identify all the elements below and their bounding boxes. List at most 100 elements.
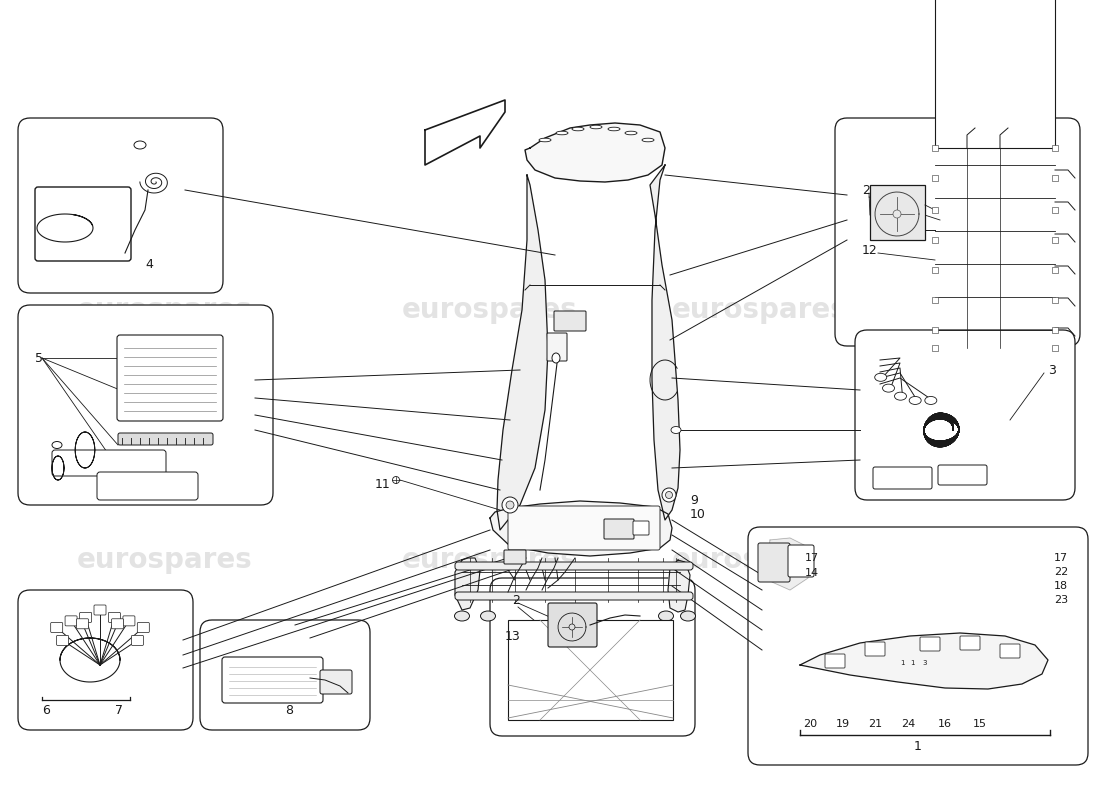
Text: 15: 15 (974, 719, 987, 729)
Text: 22: 22 (1054, 567, 1068, 577)
Ellipse shape (454, 611, 470, 621)
FancyBboxPatch shape (1052, 237, 1058, 243)
FancyBboxPatch shape (1052, 145, 1058, 151)
FancyBboxPatch shape (118, 433, 213, 445)
Ellipse shape (893, 210, 901, 218)
FancyBboxPatch shape (18, 590, 192, 730)
Text: 1: 1 (900, 660, 904, 666)
FancyBboxPatch shape (788, 545, 814, 577)
Text: eurospares: eurospares (77, 296, 253, 324)
FancyBboxPatch shape (960, 636, 980, 650)
Text: 14: 14 (805, 568, 820, 578)
FancyBboxPatch shape (835, 118, 1080, 346)
FancyBboxPatch shape (109, 612, 120, 622)
Ellipse shape (608, 127, 620, 130)
Text: eurospares: eurospares (403, 296, 578, 324)
FancyBboxPatch shape (932, 175, 938, 181)
Ellipse shape (572, 127, 584, 130)
FancyBboxPatch shape (490, 578, 695, 736)
Polygon shape (768, 538, 810, 590)
Ellipse shape (569, 624, 575, 630)
Polygon shape (800, 633, 1048, 689)
FancyBboxPatch shape (35, 187, 131, 261)
Ellipse shape (502, 497, 518, 513)
Text: 24: 24 (901, 719, 915, 729)
Polygon shape (650, 165, 680, 520)
Ellipse shape (481, 611, 495, 621)
Text: 5: 5 (35, 351, 43, 365)
FancyBboxPatch shape (504, 550, 526, 564)
Text: 7: 7 (116, 703, 123, 717)
Text: 9: 9 (690, 494, 697, 506)
FancyBboxPatch shape (79, 612, 91, 622)
Ellipse shape (662, 488, 676, 502)
FancyBboxPatch shape (932, 345, 938, 351)
Text: eurospares: eurospares (77, 546, 253, 574)
FancyBboxPatch shape (51, 622, 63, 633)
Polygon shape (497, 175, 548, 530)
Polygon shape (425, 100, 505, 165)
Ellipse shape (556, 131, 568, 134)
FancyBboxPatch shape (920, 637, 940, 651)
Text: 11: 11 (375, 478, 390, 490)
FancyBboxPatch shape (1000, 644, 1020, 658)
Ellipse shape (882, 384, 894, 392)
Text: 10: 10 (690, 509, 706, 522)
Text: 20: 20 (803, 719, 817, 729)
Text: 3: 3 (923, 660, 927, 666)
Text: 1: 1 (914, 741, 922, 754)
Polygon shape (668, 560, 690, 612)
Text: 13: 13 (505, 630, 520, 642)
FancyBboxPatch shape (855, 330, 1075, 500)
Polygon shape (455, 558, 480, 610)
FancyBboxPatch shape (932, 297, 938, 303)
FancyBboxPatch shape (455, 562, 693, 570)
FancyBboxPatch shape (97, 472, 198, 500)
FancyBboxPatch shape (938, 465, 987, 485)
Text: 21: 21 (868, 719, 882, 729)
FancyBboxPatch shape (508, 506, 660, 550)
Ellipse shape (552, 353, 560, 363)
FancyBboxPatch shape (932, 327, 938, 333)
Text: eurospares: eurospares (672, 296, 848, 324)
FancyBboxPatch shape (18, 305, 273, 505)
Text: 1: 1 (910, 660, 914, 666)
Ellipse shape (52, 442, 62, 449)
Ellipse shape (393, 477, 399, 483)
Ellipse shape (539, 138, 551, 142)
Text: 6: 6 (42, 703, 50, 717)
FancyBboxPatch shape (932, 237, 938, 243)
FancyBboxPatch shape (111, 618, 123, 629)
FancyBboxPatch shape (748, 527, 1088, 765)
Text: 8: 8 (285, 703, 293, 717)
FancyBboxPatch shape (138, 622, 150, 633)
FancyBboxPatch shape (320, 670, 352, 694)
Ellipse shape (925, 397, 937, 405)
FancyBboxPatch shape (873, 467, 932, 489)
FancyBboxPatch shape (1052, 267, 1058, 273)
FancyBboxPatch shape (1052, 297, 1058, 303)
FancyBboxPatch shape (508, 620, 673, 720)
FancyBboxPatch shape (548, 603, 597, 647)
FancyBboxPatch shape (932, 145, 938, 151)
FancyBboxPatch shape (77, 618, 88, 629)
FancyBboxPatch shape (932, 267, 938, 273)
FancyBboxPatch shape (94, 605, 106, 615)
Text: 16: 16 (938, 719, 952, 729)
FancyBboxPatch shape (1052, 175, 1058, 181)
FancyBboxPatch shape (1052, 345, 1058, 351)
Polygon shape (490, 501, 672, 556)
Text: 12: 12 (862, 243, 878, 257)
FancyBboxPatch shape (865, 642, 886, 656)
Text: 2: 2 (862, 183, 870, 197)
Text: eurospares: eurospares (672, 546, 848, 574)
FancyBboxPatch shape (870, 185, 925, 240)
Ellipse shape (590, 126, 602, 129)
Ellipse shape (506, 501, 514, 509)
Ellipse shape (134, 141, 146, 149)
Polygon shape (525, 123, 666, 182)
Text: 17: 17 (1054, 553, 1068, 563)
Ellipse shape (681, 611, 695, 621)
Ellipse shape (642, 138, 654, 142)
FancyBboxPatch shape (117, 335, 223, 421)
